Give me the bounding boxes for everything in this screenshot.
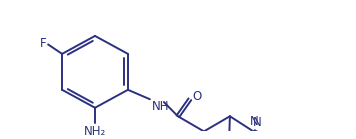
Text: O: O	[192, 90, 201, 103]
Text: NH₂: NH₂	[84, 125, 106, 138]
Text: NH: NH	[152, 100, 169, 113]
Text: N: N	[253, 116, 262, 130]
Text: F: F	[40, 37, 46, 50]
Text: N: N	[250, 115, 258, 128]
